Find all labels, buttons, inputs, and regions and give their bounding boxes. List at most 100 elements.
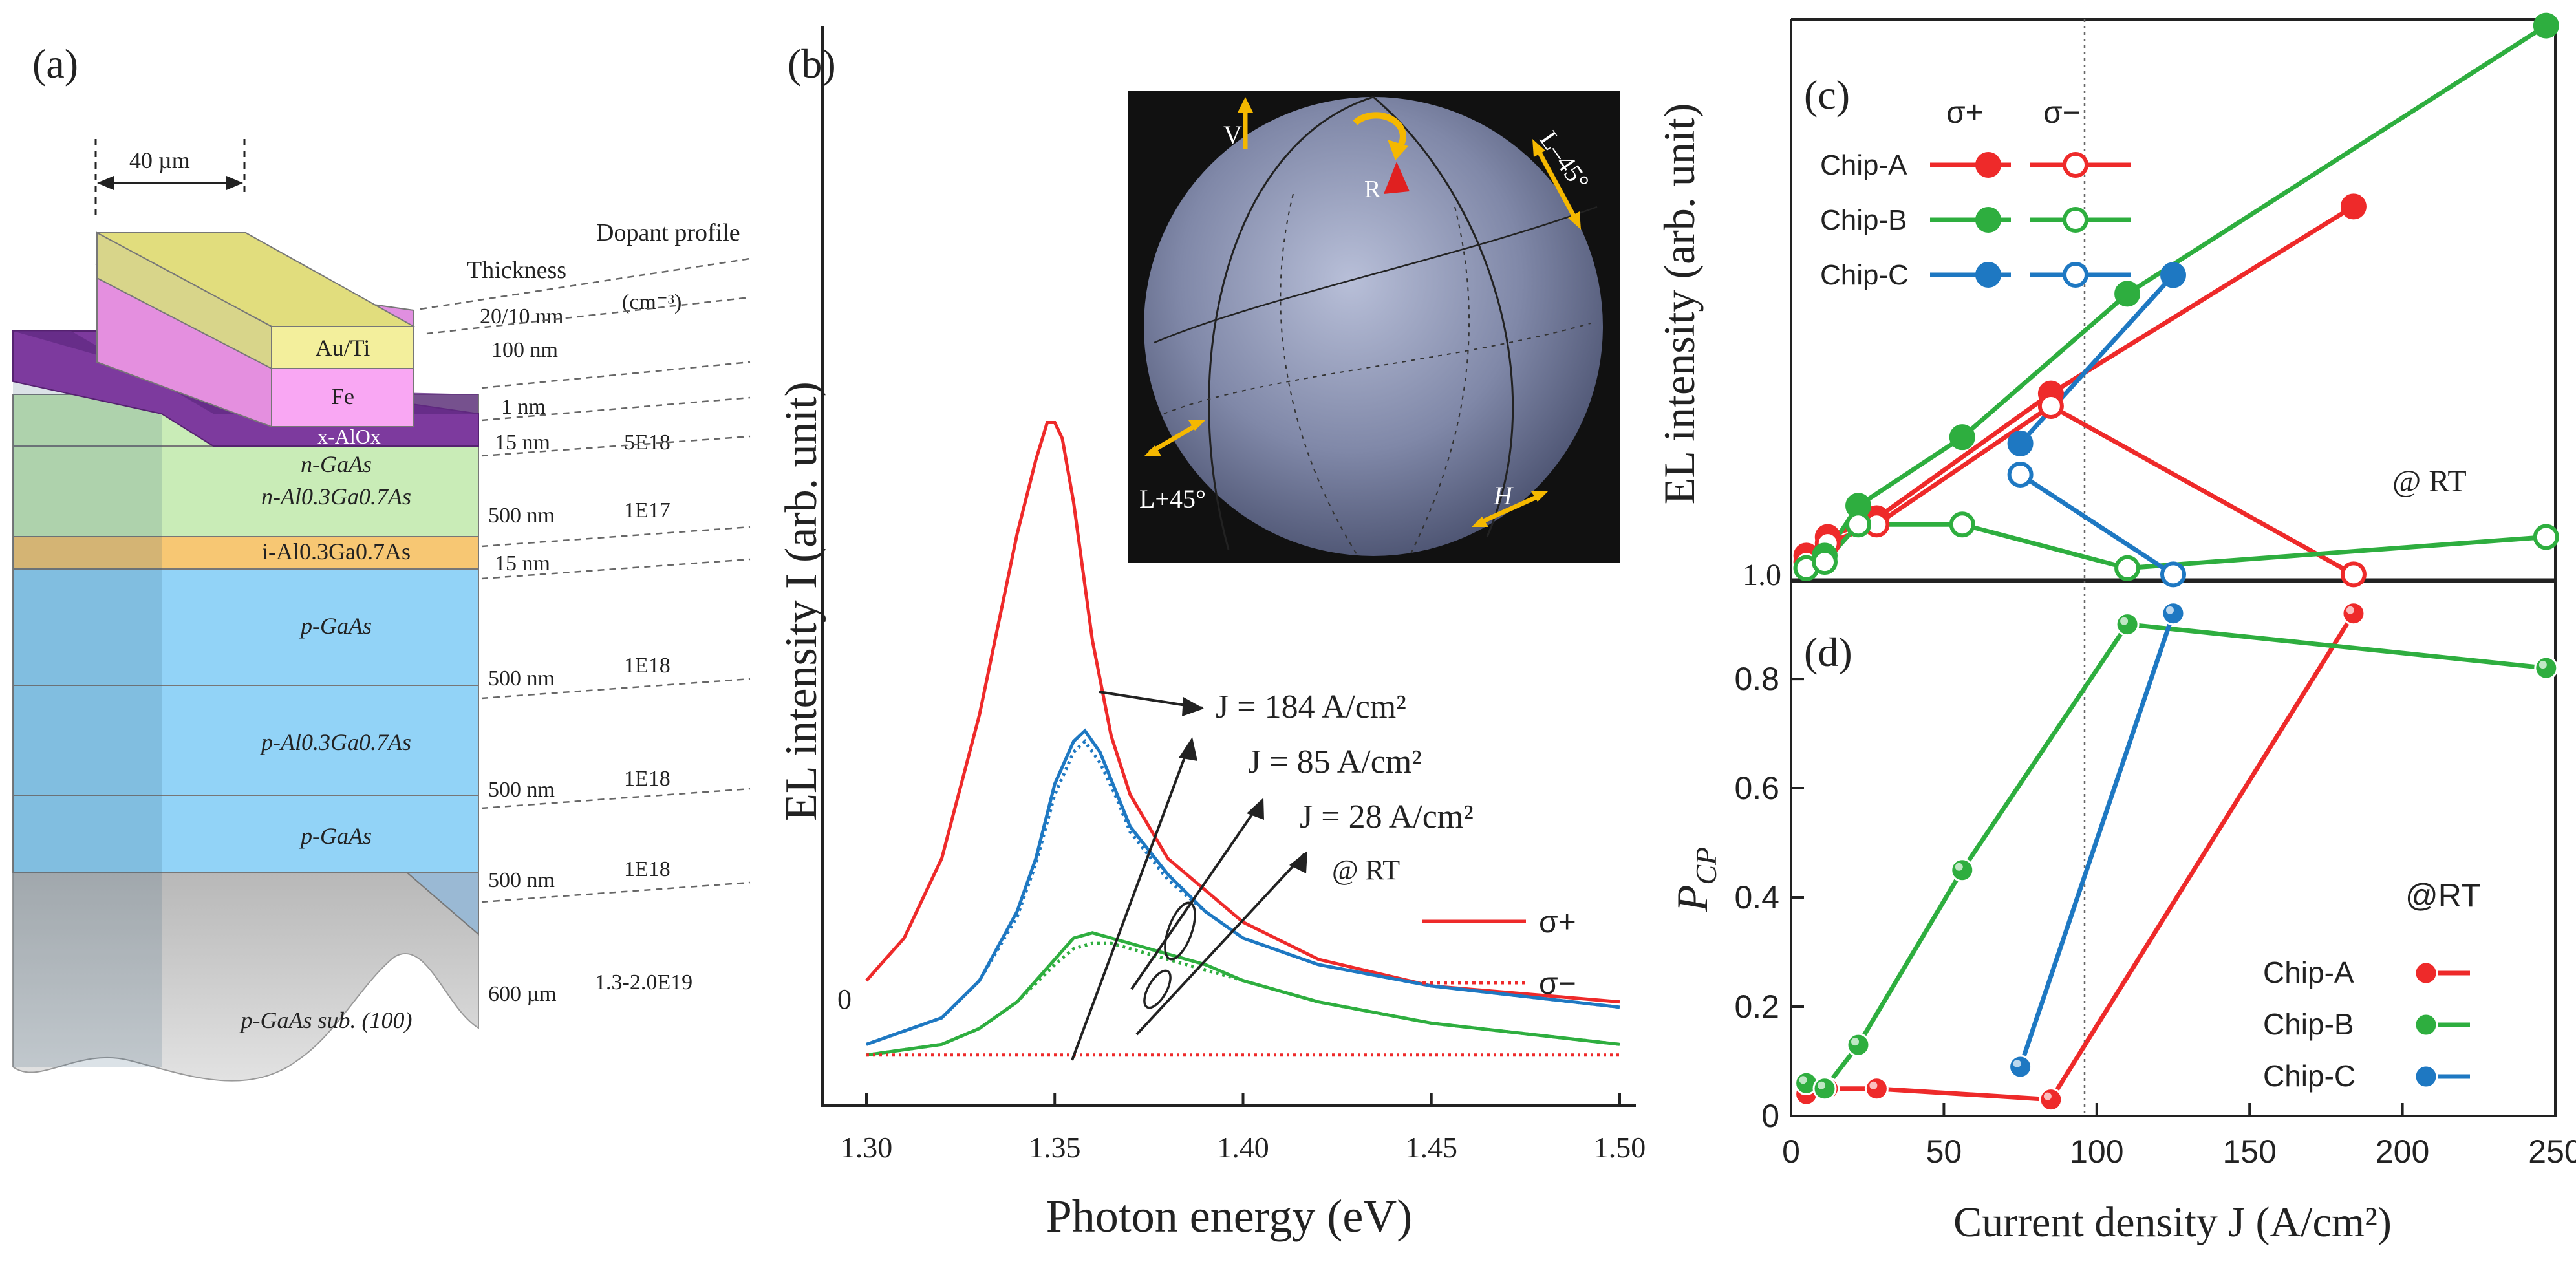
c-series-line-4 [2019, 273, 2175, 445]
annot-arrow-28b [1135, 852, 1306, 1036]
r-marker-icon [1384, 162, 1410, 194]
c-legend-marker-minus-2 [2063, 262, 2088, 288]
layer-label-alox: x-AlOx [317, 425, 381, 448]
legend-d-chip-a: Chip-A [2263, 956, 2354, 989]
layer-auti [271, 326, 414, 369]
layer-p-algaas [12, 685, 479, 796]
d-ytick-label-2: 0.4 [1734, 879, 1779, 916]
panel-b-label: (b) [788, 41, 836, 87]
legend-d-chip-c: Chip-C [2263, 1059, 2356, 1093]
sphere-equator [1154, 206, 1598, 344]
thick-substrate: 600 µm [488, 982, 557, 1006]
c-point-3-3 [1949, 511, 1975, 538]
d-point-shine-1-2 [1851, 1038, 1860, 1046]
d-point-shine-0-4 [2346, 606, 2354, 614]
d-ytick-label-4: 0.8 [1734, 661, 1779, 697]
d-point-1-5 [2534, 656, 2559, 680]
layer-p-gaas-top [12, 568, 479, 686]
thick-fe: 100 nm [491, 338, 558, 362]
circular-arrow-icon [1353, 112, 1406, 153]
d-point-2-0 [2008, 1055, 2033, 1079]
layer-n-algaas [12, 445, 479, 537]
d-ytick-label-0: 0 [1761, 1098, 1779, 1134]
panel-d-ylabel: PCP [1668, 847, 1723, 912]
header-thickness: Thickness [467, 257, 566, 284]
annot-j85: J = 85 A/cm² [1248, 744, 1422, 780]
panel-a-label: (a) [32, 41, 78, 87]
d-xtick-label-5: 250 [2528, 1133, 2576, 1170]
panel-d-pcp: (d) PCP Current density J (A/cm²) 0 50 100… [1668, 581, 2576, 1246]
dope-substrate: 1.3-2.0E19 [595, 970, 692, 994]
l-minus-arrow-head-2 [1568, 211, 1581, 230]
c-series-line-3 [1805, 522, 2547, 571]
d-point-shine-2-0 [2013, 1059, 2021, 1067]
b-xtick-label-3: 1.45 [1406, 1131, 1458, 1164]
c-point-1-3 [2037, 392, 2064, 419]
panel-c-label: (c) [1804, 72, 1850, 118]
c-point-4-1 [2160, 262, 2186, 288]
c-legend-marker-minus-1 [2063, 207, 2088, 233]
layer-label-auti: Au/Ti [316, 335, 370, 361]
panel-c-series [1793, 12, 2559, 588]
header-rule-2 [426, 296, 751, 335]
spectrum-line-4 [866, 941, 1620, 1057]
layer-label-i-algaas: i-Al0.3Ga0.7As [262, 539, 411, 564]
d-point-shine-1-1 [1818, 1081, 1826, 1089]
annot-arrow-85-head [1179, 737, 1197, 761]
layer-label-p-algaas: p-Al0.3Ga0.7As [259, 729, 411, 755]
d-point-shine-0-3 [2043, 1092, 2052, 1100]
d-series-line-2 [2018, 612, 2176, 1068]
row-rule-n-algaas [481, 526, 751, 548]
dope-n-gaas: 5E18 [624, 431, 671, 455]
d-point-shine-1-4 [2120, 617, 2129, 625]
d-point-shine-2-1 [2166, 606, 2174, 614]
h-arrow-head-1 [1472, 517, 1488, 527]
v-arrow-head [1238, 97, 1253, 112]
sphere-dotted-2 [1280, 193, 1358, 557]
panel-d-legend-marks [2414, 961, 2470, 1089]
sphere-label-h: H [1493, 481, 1514, 510]
legend-c-chip-a: Chip-A [1820, 149, 1907, 181]
h-arrow [1476, 492, 1543, 526]
annot-j28: J = 28 A/cm² [1300, 798, 1474, 835]
sphere-label-l-plus: L+45° [1139, 484, 1206, 513]
thick-n-algaas: 500 nm [488, 504, 555, 528]
sphere [1144, 97, 1603, 556]
panel-b-axis-frame [821, 26, 1636, 1107]
layer-label-p-gaas-2: p-GaAs [299, 823, 372, 849]
c-point-3-5 [2533, 524, 2559, 550]
width-arrow-head-right [226, 176, 243, 190]
c-legend-marker-plus-1 [1975, 207, 2001, 233]
sphere-meridian-2 [1373, 96, 1514, 537]
annot-arrow-85 [1071, 743, 1191, 1061]
dope-n-algaas: 1E17 [624, 498, 671, 522]
d-legend-marker-0 [2414, 961, 2438, 985]
l-plus-arrow-head-2 [1188, 420, 1205, 431]
panel-a-device-stack: (a) 40 µm Au/Ti [12, 41, 751, 1082]
row-rule-fe [481, 361, 751, 389]
sphere-dotted-1 [1163, 323, 1591, 414]
panel-d-axis-frame [1790, 581, 2557, 1117]
thick-p-algaas: 500 nm [488, 778, 555, 802]
legend-c-chip-c: Chip-C [1820, 259, 1909, 291]
panel-b-x-ticks: 1.30 1.35 1.40 1.45 1.50 [841, 1093, 1646, 1164]
d-legend-marker-1 [2414, 1012, 2438, 1037]
panel-b-ylabel: EL intensity I (arb. unit) [777, 381, 826, 821]
header-unit-thick: 20/10 nm [480, 305, 563, 328]
c-point-3-4 [2114, 555, 2141, 581]
c-point-2-4 [2114, 281, 2141, 307]
d-point-shine-1-3 [1955, 862, 1963, 871]
panel-c-ylabel: EL intensity (arb. unit) [1655, 103, 1704, 505]
thick-p-gaas-1: 500 nm [488, 667, 555, 691]
b-xtick-label-0: 1.30 [841, 1131, 893, 1164]
b-xtick-label-2: 1.40 [1217, 1131, 1269, 1164]
d-xtick-label-3: 150 [2222, 1133, 2276, 1170]
c-point-2-5 [2533, 12, 2559, 39]
d-xtick-label-2: 100 [2070, 1133, 2123, 1170]
panel-c-rt: @ RT [2392, 464, 2467, 498]
l-minus-arrow [1533, 144, 1580, 224]
thick-p-gaas-2: 500 nm [488, 868, 555, 892]
l-plus-arrow-head-1 [1144, 445, 1161, 456]
c-legend-marker-minus-0 [2063, 152, 2088, 178]
